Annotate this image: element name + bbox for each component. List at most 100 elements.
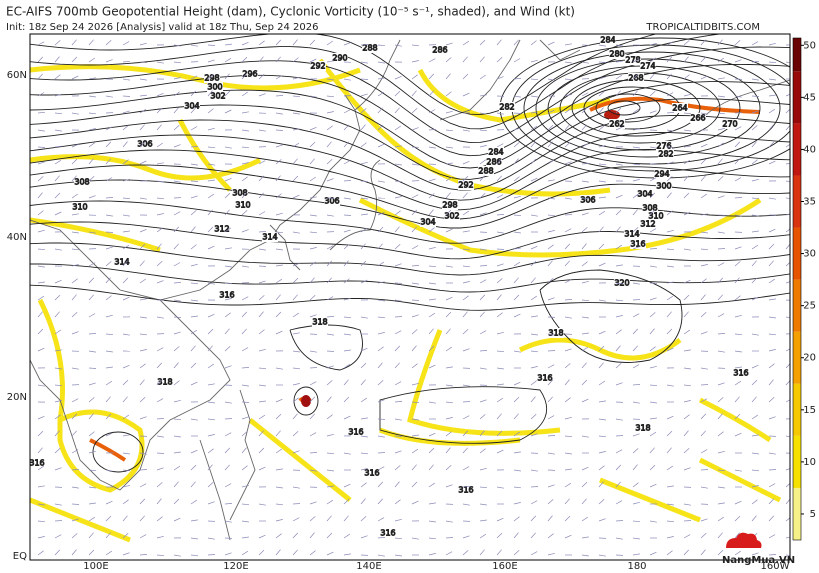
contour-label-bg bbox=[262, 232, 278, 242]
contour-label: 288 bbox=[362, 44, 377, 53]
wind-barb bbox=[156, 261, 163, 267]
wind-barb bbox=[751, 95, 760, 97]
wind-barb bbox=[717, 397, 724, 403]
wind-barb bbox=[428, 265, 437, 268]
wind-barb bbox=[156, 243, 162, 250]
wind-barb bbox=[615, 299, 624, 302]
contour-label: 268 bbox=[628, 74, 643, 83]
wind-barb bbox=[394, 163, 402, 166]
wind-barb bbox=[241, 503, 250, 506]
wind-barb bbox=[173, 61, 182, 64]
wind-barb bbox=[71, 469, 80, 471]
contour-label: 316 bbox=[364, 469, 379, 478]
wind-barb bbox=[54, 175, 60, 182]
wind-barb bbox=[207, 146, 216, 149]
wind-barb bbox=[258, 430, 264, 437]
wind-barb bbox=[88, 413, 94, 420]
wind-barb bbox=[105, 277, 111, 284]
wind-barb bbox=[530, 40, 537, 46]
wind-barb bbox=[190, 226, 196, 233]
wind-barb bbox=[411, 434, 419, 437]
wind-barb bbox=[581, 481, 588, 488]
wind-barb bbox=[428, 109, 436, 114]
wind-barb bbox=[241, 484, 249, 488]
wind-barb bbox=[258, 211, 266, 216]
wind-barb bbox=[683, 400, 691, 403]
wind-barb bbox=[598, 144, 606, 148]
wind-barb bbox=[173, 380, 180, 386]
wind-barb bbox=[700, 430, 706, 437]
wind-barb bbox=[445, 110, 453, 114]
wind-barb bbox=[445, 42, 453, 46]
contour-label: 316 bbox=[348, 428, 363, 437]
wind-barb bbox=[258, 192, 264, 199]
wind-barb bbox=[462, 40, 470, 46]
wind-barb bbox=[105, 126, 113, 131]
wind-barb bbox=[785, 517, 790, 522]
wind-barb bbox=[207, 448, 214, 454]
wind-barb bbox=[496, 112, 504, 115]
wind-barb bbox=[207, 245, 215, 250]
wind-barb bbox=[666, 192, 672, 199]
wind-barb bbox=[71, 486, 79, 489]
wind-barb bbox=[632, 464, 638, 471]
wind-barb bbox=[598, 196, 606, 199]
wind-barb bbox=[122, 244, 130, 250]
wind-barb bbox=[666, 176, 673, 182]
wind-barb bbox=[190, 537, 198, 540]
wind-barb bbox=[326, 452, 335, 455]
wind-barb bbox=[122, 533, 129, 539]
wind-barb bbox=[343, 396, 350, 403]
wind-barb bbox=[156, 347, 164, 352]
contour-label: 304 bbox=[420, 218, 435, 227]
wind-barb bbox=[411, 448, 419, 454]
wind-barb bbox=[88, 382, 96, 386]
wind-barb bbox=[258, 160, 266, 165]
wind-barb bbox=[326, 380, 333, 386]
wind-barb bbox=[717, 413, 723, 420]
wind-barb bbox=[564, 197, 572, 200]
wind-barb bbox=[615, 481, 621, 488]
wind-barb bbox=[564, 452, 572, 455]
wind-barb bbox=[207, 226, 214, 233]
wind-barb bbox=[564, 243, 571, 250]
wind-barb bbox=[275, 367, 283, 370]
colorbar-tick-label: 20 bbox=[803, 353, 816, 364]
wind-barb bbox=[190, 90, 197, 97]
wind-barb bbox=[394, 554, 402, 557]
wind-barb bbox=[309, 532, 315, 539]
wind-barb bbox=[615, 126, 623, 131]
colorbar-segment bbox=[793, 71, 801, 124]
wind-barb bbox=[649, 417, 657, 420]
contour-line bbox=[30, 34, 658, 116]
wind-barb bbox=[173, 362, 179, 369]
wind-barb bbox=[54, 349, 62, 352]
wind-barb bbox=[37, 73, 43, 80]
contour-label-bg bbox=[157, 377, 173, 387]
contour-label: 270 bbox=[722, 120, 737, 129]
wind-barb bbox=[598, 418, 606, 421]
wind-barb bbox=[496, 231, 504, 234]
wind-barb bbox=[462, 295, 469, 301]
wind-barb bbox=[156, 213, 164, 216]
wind-barb bbox=[411, 60, 419, 63]
wind-barb bbox=[717, 142, 724, 148]
wind-barb bbox=[632, 401, 640, 404]
wind-barb bbox=[768, 108, 776, 114]
wind-barb bbox=[445, 537, 454, 539]
wind-barb bbox=[241, 162, 249, 165]
wind-barb bbox=[292, 194, 300, 199]
wind-barb bbox=[649, 43, 657, 46]
wind-barb bbox=[207, 127, 215, 131]
wind-barb bbox=[207, 482, 214, 488]
wind-barb bbox=[326, 277, 332, 284]
wind-barb bbox=[530, 414, 537, 420]
wind-barb bbox=[122, 499, 129, 505]
wind-barb bbox=[105, 550, 112, 556]
wind-barb bbox=[598, 76, 606, 80]
wind-barb bbox=[139, 515, 145, 522]
wind-barb bbox=[37, 520, 46, 523]
wind-barb bbox=[734, 380, 742, 386]
wind-barb bbox=[666, 430, 673, 437]
wind-barb bbox=[768, 160, 776, 165]
